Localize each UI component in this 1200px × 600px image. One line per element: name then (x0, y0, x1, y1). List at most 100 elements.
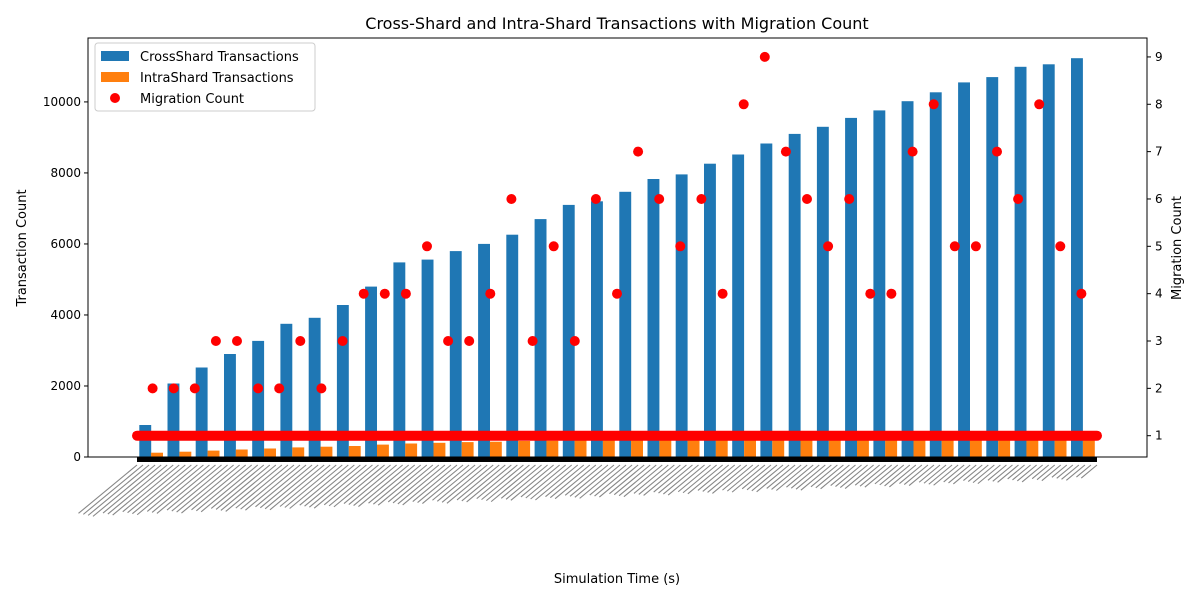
x-tick-label-mark (343, 464, 391, 504)
cross-shard-bar (816, 126, 829, 458)
x-tick-label-mark (432, 464, 476, 501)
x-tick-label-mark (574, 464, 615, 498)
cross-shard-bar (421, 259, 434, 457)
x-tick-label-mark (613, 464, 651, 496)
migration-point (802, 194, 812, 204)
x-tick-label-mark (372, 464, 422, 505)
x-tick-label-mark (456, 464, 500, 501)
x-tick-label-mark (992, 464, 1013, 482)
x-tick-label-mark (441, 464, 488, 503)
y2-tick-label: 9 (1155, 50, 1163, 64)
x-tick-label-mark (948, 464, 971, 484)
x-tick-label-mark (151, 464, 210, 513)
intra-shard-bar (828, 436, 841, 457)
cross-shard-bar (929, 92, 942, 458)
x-tick-label-mark (702, 464, 736, 492)
x-tick-label-mark (436, 464, 482, 502)
x-tick-label-mark (1007, 464, 1025, 480)
cross-shard-bar (704, 163, 716, 457)
x-tick-label-mark (313, 464, 367, 509)
x-tick-label-mark (1056, 464, 1074, 479)
x-tick-label-mark (844, 464, 874, 489)
x-tick-label-mark (215, 464, 271, 510)
x-tick-label-mark (200, 464, 259, 513)
cross-shard-bar (732, 154, 745, 457)
migration-point (422, 241, 432, 252)
migration-point (612, 288, 622, 299)
x-tick-label-mark (1041, 464, 1062, 482)
x-tick-label-mark (967, 464, 989, 483)
migration-point (844, 194, 855, 204)
x-tick-label-mark (368, 464, 416, 504)
intra-shard-bar (292, 447, 305, 457)
migration-point (168, 383, 179, 394)
cross-shard-bar (562, 204, 575, 457)
x-tick-label-mark (677, 464, 711, 493)
x-tick-label-mark (997, 464, 1019, 483)
x-tick-label-mark (358, 464, 410, 507)
intra-shard-bar (885, 435, 898, 457)
x-tick-label-mark (928, 464, 953, 485)
cross-shard-bar (280, 323, 293, 457)
x-tick-label-mark (333, 464, 385, 508)
x-tick-label-mark (348, 464, 397, 505)
x-tick-label-mark (1012, 464, 1031, 481)
x-tick-label-mark (943, 464, 965, 483)
x-tick-label-mark (835, 464, 862, 487)
intra-shard-bar (631, 439, 643, 457)
x-tick-label-mark (859, 464, 887, 487)
x-axis (78, 464, 1098, 517)
x-tick-label-mark (786, 464, 814, 488)
intra-shard-bar (857, 435, 869, 457)
migration-point (232, 336, 242, 346)
intra-shard-bar (151, 452, 163, 457)
x-tick-label-mark (195, 464, 253, 512)
x-tick-label-mark (525, 464, 567, 499)
migration-point (147, 383, 158, 394)
x-tick-label-mark (790, 464, 820, 489)
migration-point (633, 146, 644, 157)
x-tick-label-mark (461, 464, 506, 502)
x-tick-label-mark (884, 464, 911, 487)
x-tick-label-mark (146, 464, 204, 512)
x-tick-label-mark (554, 464, 597, 500)
x-tick-label-mark (722, 464, 754, 491)
intra-shard-bar (461, 442, 474, 457)
x-tick-label-mark (500, 464, 542, 499)
x-tick-label-mark (1016, 464, 1037, 482)
x-tick-label-mark (466, 464, 512, 503)
intra-shard-bar (264, 448, 276, 457)
migration-point (358, 288, 369, 299)
x-tick-label-mark (323, 464, 373, 506)
migration-point (907, 146, 918, 157)
x-tick-label-mark (589, 464, 627, 496)
x-tick-label-mark (156, 464, 216, 514)
intra-shard-bar (998, 433, 1011, 457)
x-tick-label-mark (240, 464, 295, 510)
x-tick-label-mark (304, 464, 355, 507)
migration-point (1076, 288, 1087, 299)
x-tick-label-mark (854, 464, 880, 486)
cross-shard-bar (986, 77, 999, 457)
x-tick-strip (137, 457, 1097, 462)
x-tick-label-mark (987, 464, 1007, 481)
y2-tick-label: 6 (1155, 192, 1163, 206)
migration-point (992, 146, 1002, 157)
cross-shard-bar (873, 110, 886, 458)
x-tick-label-mark (908, 464, 935, 487)
legend-swatch-cross (101, 51, 129, 61)
legend: CrossShard Transactions IntraShard Trans… (94, 42, 316, 112)
x-tick-label-mark (697, 464, 730, 491)
x-tick-label-mark (102, 464, 162, 514)
x-tick-label-mark (545, 464, 585, 498)
migration-point (295, 336, 306, 346)
x-tick-label-mark (903, 464, 929, 485)
cross-shard-bar (478, 243, 490, 457)
y2-tick-label: 7 (1155, 145, 1163, 159)
migration-point (886, 288, 897, 299)
migration-point (949, 241, 960, 252)
intra-shard-bar (800, 436, 813, 457)
legend-swatch-intra (101, 72, 129, 82)
x-tick-label-mark (112, 464, 174, 516)
x-tick-label-mark (839, 464, 868, 488)
